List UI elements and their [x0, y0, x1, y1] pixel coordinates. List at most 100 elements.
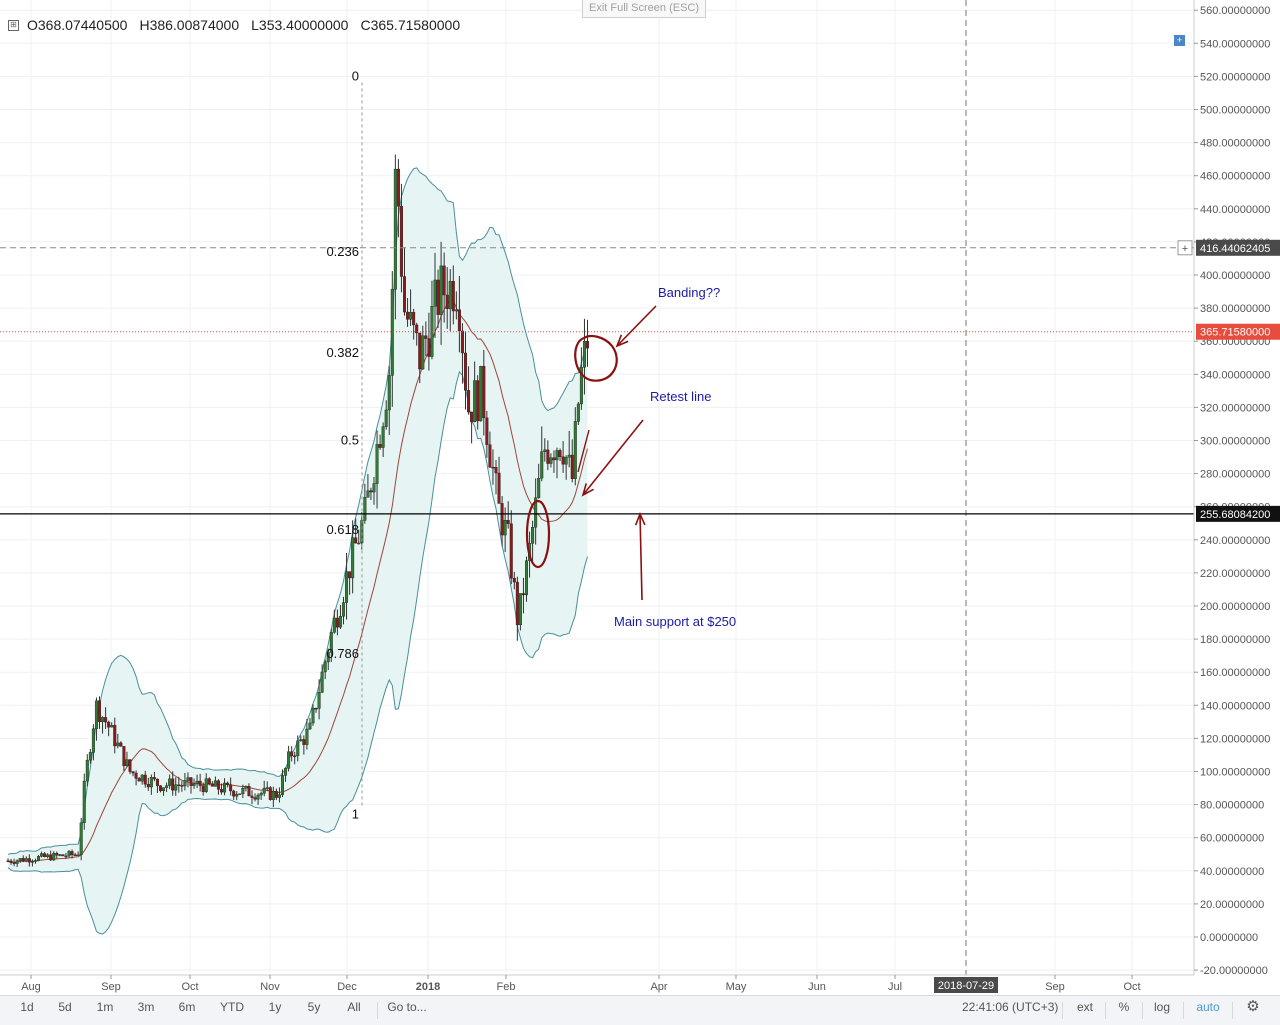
range-1y-button[interactable]: 1y	[268, 1000, 282, 1014]
price-chart[interactable]: 0 0.236 0.382 0.5 0.618 0.786 1 Banding?? Retest…	[0, 0, 1280, 995]
candle-body	[70, 851, 74, 856]
candle-body	[244, 786, 248, 789]
candle-body	[49, 854, 53, 861]
time-tick-label: Oct	[181, 981, 198, 993]
price-tick-label: 200.00000000	[1200, 601, 1270, 613]
candle-body	[576, 403, 580, 422]
percent-scale-toggle[interactable]: %	[1118, 1000, 1130, 1014]
candle-body	[76, 854, 80, 856]
candle-body	[390, 289, 394, 376]
range-ytd-button[interactable]: YTD	[220, 1000, 244, 1014]
candle-body	[393, 168, 397, 290]
candle-body	[586, 340, 590, 349]
candle-body	[464, 352, 468, 391]
add-alert-icon[interactable]	[1177, 240, 1193, 256]
candle-body	[241, 788, 245, 794]
retest-arrow	[582, 419, 644, 496]
price-tick-label: -20.00000000	[1200, 965, 1268, 977]
candle-body	[265, 787, 269, 789]
price-axis[interactable]	[1194, 0, 1280, 995]
candle-body	[27, 858, 31, 863]
candle-body	[470, 411, 474, 423]
range-5d-button[interactable]: 5d	[58, 1000, 72, 1014]
candle-body	[308, 722, 312, 730]
candle-body	[43, 853, 47, 857]
moving-average-line	[7, 299, 588, 863]
price-tick-label: 280.00000000	[1200, 469, 1270, 481]
range-5y-button[interactable]: 5y	[307, 1000, 321, 1014]
candle-body	[482, 366, 486, 419]
price-tick-label: 500.00000000	[1200, 105, 1270, 117]
candle-body	[488, 444, 492, 468]
range-6m-button[interactable]: 6m	[178, 1000, 196, 1014]
candle-body	[372, 483, 376, 493]
time-tick-label: Nov	[260, 981, 280, 993]
banding-circle	[574, 335, 618, 382]
range-1m-button[interactable]: 1m	[96, 1000, 114, 1014]
candle-body	[433, 279, 437, 307]
fib-level-label: 1	[352, 807, 359, 822]
candle-body	[473, 380, 477, 423]
candle-body	[88, 752, 92, 761]
candle-body	[97, 700, 101, 722]
candle-body	[460, 330, 464, 354]
time-axis[interactable]	[0, 975, 1194, 995]
candle-body	[509, 523, 513, 579]
price-tick-label: 40.00000000	[1200, 866, 1264, 878]
retest-trendline	[577, 429, 590, 473]
candle-body	[540, 451, 544, 479]
candle-body	[113, 724, 117, 747]
candle-body	[143, 774, 147, 785]
candle-body	[33, 860, 37, 862]
candle-body	[79, 822, 83, 855]
plus-icon[interactable]: +	[1174, 35, 1185, 46]
candle-body	[259, 793, 263, 796]
price-tick-label: 460.00000000	[1200, 171, 1270, 183]
candle-body	[146, 783, 150, 788]
candle-body	[320, 671, 324, 693]
banding-arrow-head	[615, 334, 629, 348]
candle-body	[101, 717, 105, 722]
candle-body	[198, 780, 202, 786]
candle-body	[357, 542, 361, 545]
toolbar-divider	[377, 1002, 378, 1019]
exit-fullscreen-button[interactable]: Exit Full Screen (ESC)	[582, 0, 706, 18]
range-3m-button[interactable]: 3m	[137, 1000, 155, 1014]
time-tick-label: Sep	[1045, 981, 1065, 993]
annotation-banding: Banding??	[658, 285, 720, 300]
collapse-legend-icon[interactable]: ⊞	[8, 19, 19, 31]
candle-body	[67, 851, 71, 857]
time-tick-label: 2018	[416, 981, 440, 993]
settings-gear-icon[interactable]: ⚙	[1246, 998, 1260, 1015]
candle-body	[409, 312, 413, 320]
candle-body	[378, 444, 382, 448]
range-1d-button[interactable]: 1d	[20, 1000, 34, 1014]
candle-body	[165, 785, 169, 788]
candle-body	[219, 789, 223, 793]
fib-level-label: 0.5	[341, 433, 359, 448]
candle-body	[375, 444, 379, 484]
candle-body	[40, 853, 44, 857]
clock-readout[interactable]: 22:41:06 (UTC+3)	[962, 1000, 1059, 1014]
candle-body	[427, 338, 431, 357]
price-tick-label: 400.00000000	[1200, 270, 1270, 282]
log-scale-toggle[interactable]: log	[1153, 1000, 1170, 1014]
candle-body	[561, 456, 565, 465]
auto-scale-toggle[interactable]: auto	[1196, 1000, 1220, 1014]
candle-body	[543, 449, 547, 452]
candle-body	[18, 858, 22, 861]
range-all-button[interactable]: All	[347, 1000, 361, 1014]
open-value: 368.07440500	[37, 17, 128, 33]
candle-body	[122, 746, 126, 767]
toolbar-divider	[1232, 1002, 1233, 1019]
goto-date-button[interactable]: Go to...	[387, 1000, 427, 1014]
candle-body	[323, 661, 327, 673]
candle-body	[521, 593, 525, 596]
candle-body	[110, 724, 114, 728]
candle-body	[137, 778, 141, 782]
candle-body	[204, 778, 208, 792]
low-label: L	[251, 17, 259, 33]
fib-level-label: 0.618	[326, 522, 359, 537]
extended-hours-toggle[interactable]: ext	[1076, 1000, 1093, 1014]
price-tick-label: 20.00000000	[1200, 899, 1264, 911]
